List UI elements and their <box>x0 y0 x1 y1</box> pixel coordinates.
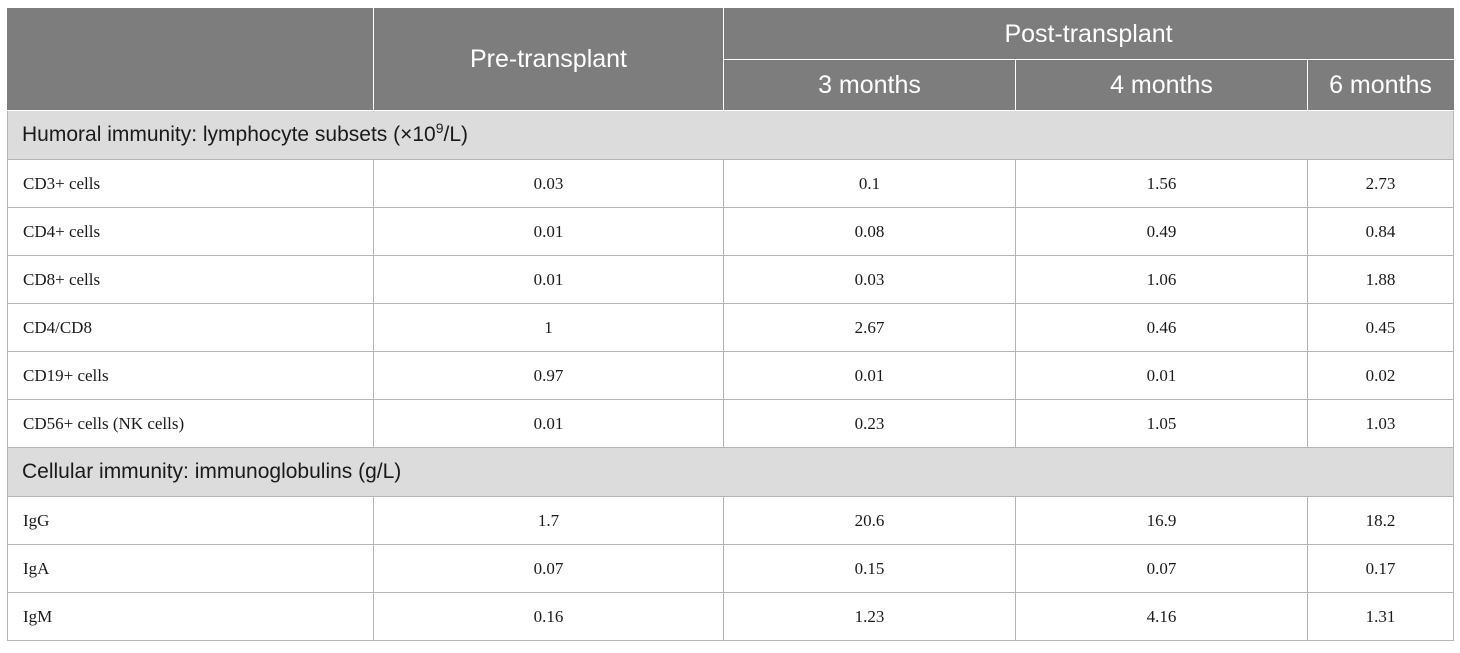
header-pre-transplant: Pre-transplant <box>373 8 724 111</box>
section-title: Cellular immunity: immunoglobulins (g/L) <box>6 447 1455 497</box>
table-cell: 0.03 <box>723 255 1016 304</box>
row-label: IgA <box>7 544 374 593</box>
table-row: CD4+ cells 0.01 0.08 0.49 0.84 <box>7 207 1455 256</box>
table-cell: 4.16 <box>1015 592 1308 641</box>
table-cell: 0.15 <box>723 544 1016 593</box>
table-cell: 0.17 <box>1306 544 1455 593</box>
header-month-4: 4 months <box>1015 59 1308 111</box>
header-post-transplant: Post-transplant <box>722 8 1455 60</box>
table-cell: 20.6 <box>723 496 1016 545</box>
table-cell: 0.01 <box>723 351 1016 400</box>
table-cell: 1.23 <box>723 592 1016 641</box>
table-row: CD8+ cells 0.01 0.03 1.06 1.88 <box>7 255 1455 304</box>
table-body: Humoral immunity: lymphocyte subsets (×1… <box>6 110 1455 641</box>
row-label: CD19+ cells <box>7 351 374 400</box>
row-label: CD4+ cells <box>7 207 374 256</box>
row-label: CD3+ cells <box>7 159 374 208</box>
table-row: IgG 1.7 20.6 16.9 18.2 <box>7 496 1455 545</box>
table-cell: 0.01 <box>373 207 724 256</box>
table-cell: 0.84 <box>1306 207 1455 256</box>
table-cell: 0.01 <box>373 255 724 304</box>
row-label: IgG <box>7 496 374 545</box>
table-row: IgM 0.16 1.23 4.16 1.31 <box>7 592 1455 641</box>
table-cell: 0.02 <box>1306 351 1455 400</box>
table-cell: 0.07 <box>1015 544 1308 593</box>
table-cell: 0.45 <box>1306 303 1455 352</box>
table-cell: 0.08 <box>723 207 1016 256</box>
table-cell: 1.31 <box>1306 592 1455 641</box>
section-title-text: Cellular immunity: immunoglobulins (g/L) <box>22 460 402 483</box>
row-label: IgM <box>7 592 374 641</box>
row-label: CD56+ cells (NK cells) <box>7 399 374 448</box>
table-cell: 1.7 <box>373 496 724 545</box>
table-cell: 2.67 <box>723 303 1016 352</box>
table-cell: 1.06 <box>1015 255 1308 304</box>
header-month-3: 3 months <box>723 59 1016 111</box>
table-row: CD19+ cells 0.97 0.01 0.01 0.02 <box>7 351 1455 400</box>
table-cell: 0.07 <box>373 544 724 593</box>
table-cell: 0.01 <box>373 399 724 448</box>
table-row: CD3+ cells 0.03 0.1 1.56 2.73 <box>7 159 1455 208</box>
table-cell: 1.03 <box>1306 399 1455 448</box>
table-row: CD56+ cells (NK cells) 0.01 0.23 1.05 1.03 <box>7 399 1455 448</box>
results-table: Pre-transplant Post-transplant 3 months … <box>6 8 1455 641</box>
section-title-text: Humoral immunity: lymphocyte subsets (×1… <box>22 123 436 146</box>
table-cell: 18.2 <box>1306 496 1455 545</box>
table-cell: 0.16 <box>373 592 724 641</box>
table-cell: 1.05 <box>1015 399 1308 448</box>
table-cell: 1 <box>373 303 724 352</box>
table-cell: 0.23 <box>723 399 1016 448</box>
header-corner-cell <box>7 8 374 111</box>
table-cell: 1.56 <box>1015 159 1308 208</box>
row-label: CD8+ cells <box>7 255 374 304</box>
table-cell: 1.88 <box>1306 255 1455 304</box>
section-header-row: Humoral immunity: lymphocyte subsets (×1… <box>6 110 1455 160</box>
section-header-row: Cellular immunity: immunoglobulins (g/L) <box>6 447 1455 497</box>
section-title-suffix: /L) <box>443 123 469 146</box>
row-label: CD4/CD8 <box>7 303 374 352</box>
table-header: Pre-transplant Post-transplant 3 months … <box>7 8 1455 111</box>
section-title-superscript: 9 <box>435 120 444 136</box>
section-title: Humoral immunity: lymphocyte subsets (×1… <box>6 110 1455 160</box>
table-cell: 2.73 <box>1306 159 1455 208</box>
table-cell: 0.01 <box>1015 351 1308 400</box>
table-cell: 0.03 <box>373 159 724 208</box>
header-month-6: 6 months <box>1306 59 1455 111</box>
table-cell: 0.46 <box>1015 303 1308 352</box>
table-cell: 0.1 <box>723 159 1016 208</box>
table-cell: 16.9 <box>1015 496 1308 545</box>
table-cell: 0.49 <box>1015 207 1308 256</box>
table-row: CD4/CD8 1 2.67 0.46 0.45 <box>7 303 1455 352</box>
table-row: IgA 0.07 0.15 0.07 0.17 <box>7 544 1455 593</box>
table-cell: 0.97 <box>373 351 724 400</box>
